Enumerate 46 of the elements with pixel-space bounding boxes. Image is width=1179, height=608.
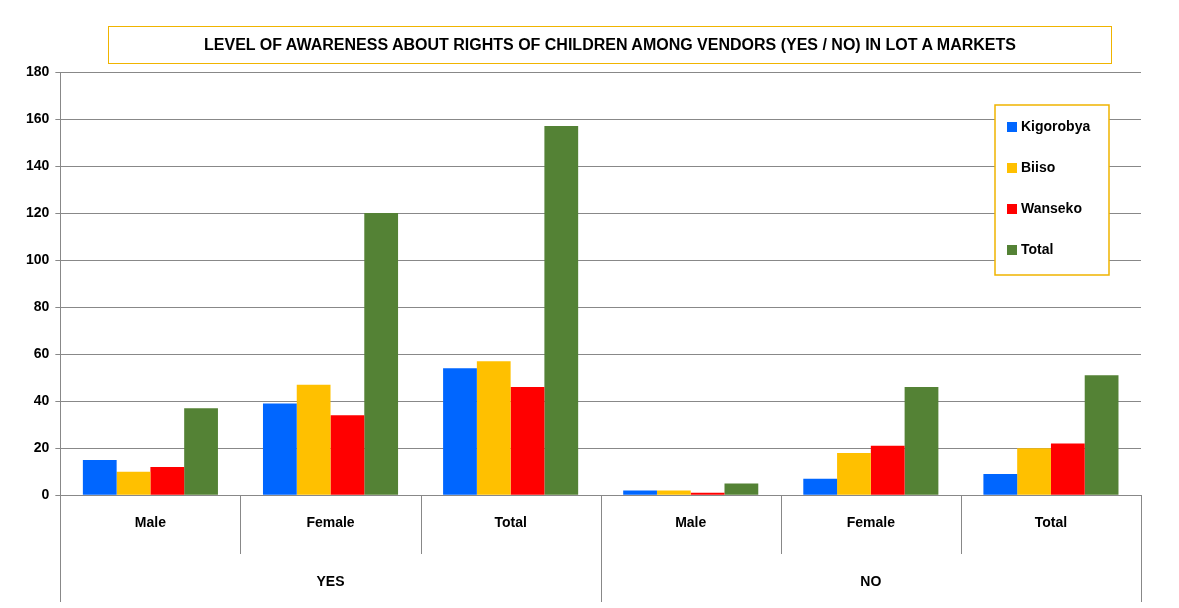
x-tick-label: Total xyxy=(494,514,527,531)
bar xyxy=(184,408,218,495)
bar xyxy=(262,403,297,495)
bar xyxy=(724,483,759,495)
y-tick-label: 140 xyxy=(26,156,50,173)
bar xyxy=(330,415,365,495)
bar xyxy=(443,368,477,495)
bar xyxy=(1084,375,1119,495)
text: NO xyxy=(860,572,882,589)
bar xyxy=(150,466,185,495)
legend-label: Wanseko xyxy=(1021,199,1082,216)
legend-label: Biiso xyxy=(1021,158,1056,175)
bar xyxy=(364,213,399,495)
x-tick-label: Male xyxy=(675,514,707,531)
y-tick-label: 180 xyxy=(26,62,50,79)
bar xyxy=(623,490,657,495)
bar xyxy=(476,361,511,495)
y-tick-label: 100 xyxy=(26,250,50,267)
text: YES xyxy=(316,572,345,589)
y-tick-label: 120 xyxy=(26,203,50,220)
bar xyxy=(296,384,331,495)
x-tick-label: Total xyxy=(1034,514,1068,531)
bar xyxy=(983,474,1018,495)
x-tick-label: Female xyxy=(306,514,355,531)
chart-title: LEVEL OF AWARENESS ABOUT RIGHTS OF CHILDREN AMONG VENDORS (YES / NO) IN LOT A MARKETS xyxy=(108,26,1112,64)
y-tick-label: 60 xyxy=(33,344,50,361)
bar xyxy=(904,387,939,495)
bar xyxy=(510,387,545,495)
bar xyxy=(82,459,117,495)
y-tick-label: 20 xyxy=(33,439,50,456)
bar xyxy=(870,445,905,495)
bar xyxy=(803,478,838,495)
bar xyxy=(656,490,691,495)
bar xyxy=(1050,443,1085,495)
x-tick-label: Male xyxy=(134,514,167,531)
bar xyxy=(544,126,579,495)
y-tick-label: 160 xyxy=(26,109,50,126)
legend-label: Total xyxy=(1021,240,1054,257)
legend-label: Kigorobya xyxy=(1021,117,1091,134)
x-tick-label: Female xyxy=(846,514,896,531)
y-tick-label: 40 xyxy=(33,392,50,409)
y-tick-label: 80 xyxy=(33,297,50,314)
bar xyxy=(837,452,871,495)
y-tick-label: 0 xyxy=(41,486,50,503)
bar xyxy=(116,471,151,495)
bar xyxy=(1017,448,1051,495)
